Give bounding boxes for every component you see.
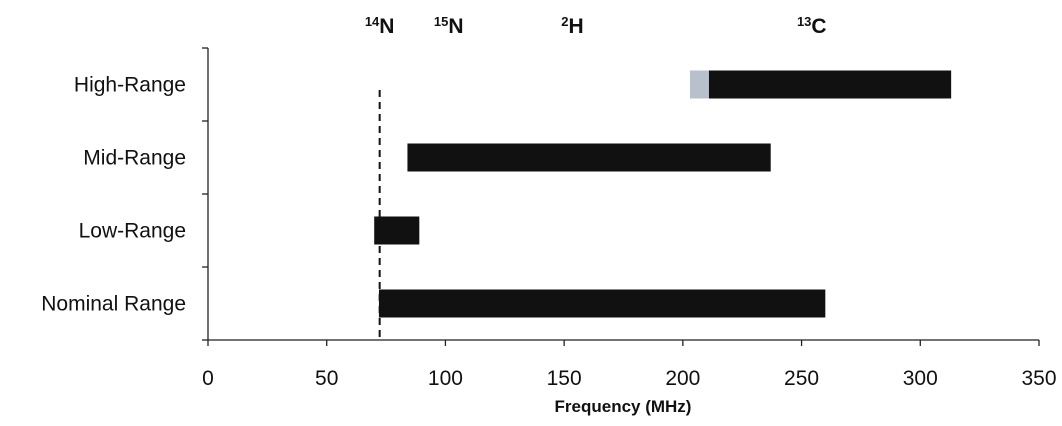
x-ticks: 0 50 100 150 200 250 300 350: [202, 340, 1057, 390]
range-bar-extension: [689, 70, 709, 99]
nucleus-label: 13C: [797, 14, 827, 38]
y-ticks: [202, 47, 208, 341]
category-label: High-Range: [74, 74, 186, 97]
x-tick-label: 50: [315, 367, 338, 390]
x-tick-label: 150: [547, 367, 582, 390]
x-tick-label: 100: [428, 367, 463, 390]
x-tick-label: 250: [784, 367, 819, 390]
category-label: Low-Range: [79, 220, 186, 243]
nucleus-label: 14N: [365, 14, 395, 38]
range-bar: [374, 216, 420, 245]
nucleus-labels: 14N 15N 2H 13C: [365, 14, 827, 38]
x-tick-label: 0: [202, 367, 214, 390]
range-bar: [378, 289, 826, 318]
category-labels: High-Range Mid-Range Low-Range Nominal Rang…: [41, 74, 186, 316]
x-tick-label: 200: [665, 367, 700, 390]
x-axis-title: Frequency (MHz): [555, 397, 692, 416]
x-tick-label: 350: [1021, 367, 1056, 390]
category-label: Mid-Range: [83, 147, 186, 170]
range-bar: [407, 143, 771, 172]
category-label: Nominal Range: [41, 293, 186, 316]
range-bar: [708, 70, 952, 99]
x-tick-label: 300: [903, 367, 938, 390]
range-bars: [374, 70, 952, 318]
nucleus-label: 2H: [561, 14, 583, 38]
nucleus-label: 15N: [434, 14, 464, 38]
